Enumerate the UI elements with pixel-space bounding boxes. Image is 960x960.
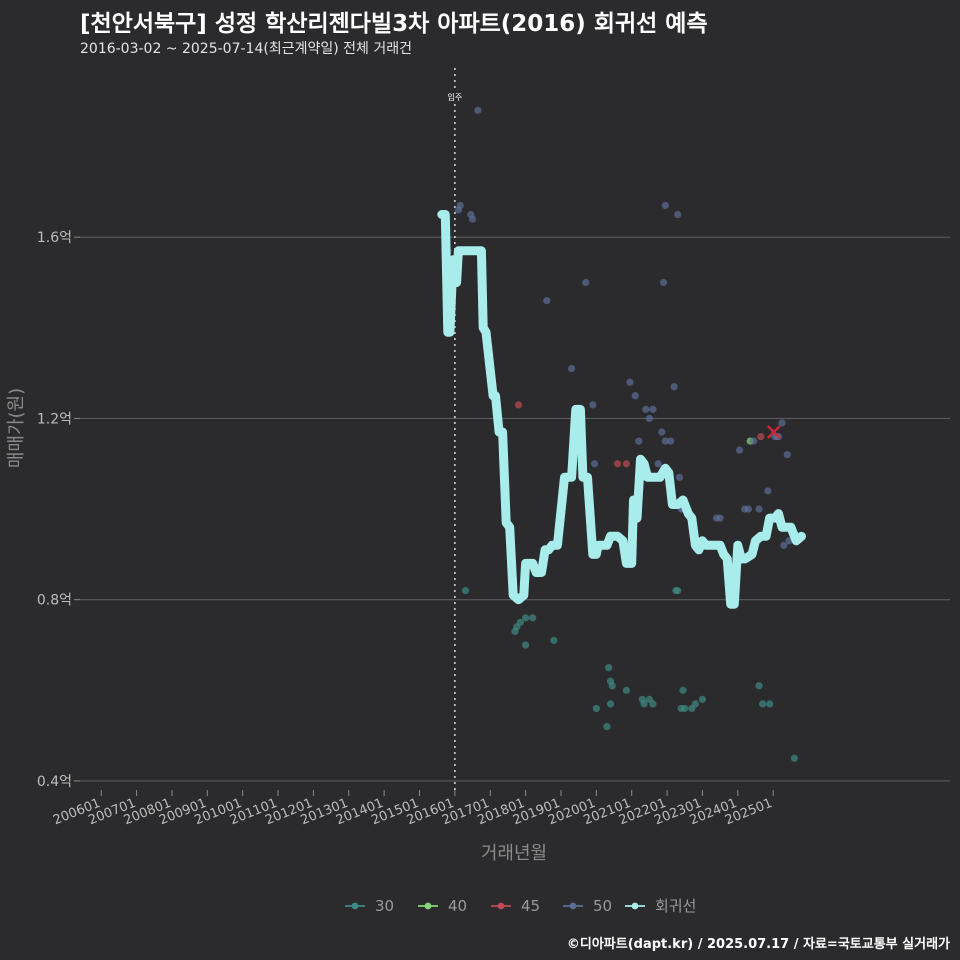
scatter-point-50 <box>735 446 744 454</box>
scatter-point-50 <box>783 451 791 459</box>
scatter-point-30 <box>516 618 524 626</box>
scatter-point-50 <box>661 437 669 445</box>
scatter-point-30 <box>522 641 530 649</box>
source-caption: ©디아파트(dapt.kr) / 2025.07.17 / 자료=국토교통부 실… <box>566 937 950 952</box>
scatter-point-50 <box>631 392 639 400</box>
scatter-point-30 <box>608 682 616 690</box>
scatter-point-50 <box>750 437 758 445</box>
scatter-point-30 <box>649 700 657 708</box>
scatter-point-30 <box>592 704 600 713</box>
scatter-point-50 <box>543 297 551 305</box>
y-tick-label: 1.2억 <box>37 411 72 427</box>
scatter-point-50 <box>590 460 599 468</box>
y-tick-label: 0.4억 <box>37 774 72 790</box>
scatter-point-50 <box>661 201 669 210</box>
scatter-point-30 <box>766 700 774 708</box>
y-tick-label: 0.8억 <box>37 593 72 609</box>
y-axis-title: 매매가(원) <box>6 388 27 468</box>
legend-swatch-dot <box>631 902 639 910</box>
scatter-point-30 <box>698 695 707 703</box>
scatter-point-30 <box>603 722 611 731</box>
scatter-point-50 <box>658 428 666 436</box>
scatter-point-50 <box>654 460 662 468</box>
scatter-point-50 <box>582 278 590 287</box>
scatter-point-30 <box>758 700 767 708</box>
gridlines <box>80 236 950 782</box>
scatter-point-45 <box>514 401 523 409</box>
legend: 30 40 45 50 회귀선 <box>345 897 696 915</box>
legend-swatch-dot <box>351 902 359 910</box>
scatter-point-30 <box>674 587 682 595</box>
move-in-marker: 입주 <box>444 68 465 790</box>
regression-line <box>437 210 806 609</box>
scatter-point-50 <box>456 201 464 210</box>
scatter-point-50 <box>716 514 724 522</box>
latest-deal-marker <box>767 425 781 439</box>
scatter-point-30 <box>605 664 613 672</box>
legend-swatch-dot <box>497 902 505 910</box>
legend-label: 50 <box>593 897 612 915</box>
scatter-point-30 <box>522 614 530 622</box>
scatter-point-30 <box>755 682 763 690</box>
scatter-point-50 <box>474 106 482 114</box>
legend-label: 45 <box>521 897 540 915</box>
scatter-point-50 <box>645 414 653 423</box>
scatter-point-30 <box>606 700 615 708</box>
scatter-point-50 <box>778 419 786 427</box>
legend-label: 40 <box>448 897 467 915</box>
y-tick-label: 1.6억 <box>37 230 72 246</box>
scatter-point-50 <box>626 378 634 386</box>
move-in-label-bg <box>444 91 465 103</box>
scatter-point-50 <box>780 541 788 549</box>
scatter-point-45 <box>613 460 622 468</box>
scatter-point-30 <box>679 686 687 694</box>
scatter-point-50 <box>659 278 668 287</box>
scatter-point-50 <box>642 405 650 413</box>
scatter-point-50 <box>764 487 772 495</box>
scatter-point-50 <box>567 364 576 373</box>
x-axis-title: 거래년월 <box>481 843 547 864</box>
scatter-point-45 <box>757 432 765 441</box>
x-axis: 2006012007012008012009012010012011012012… <box>51 790 775 828</box>
scatter-point-30 <box>550 636 558 645</box>
legend-swatch-dot <box>424 902 432 910</box>
scatter-point-50 <box>675 473 684 481</box>
scatter-point-30 <box>790 754 798 762</box>
scatter-point-30 <box>529 614 537 622</box>
chart-subtitle: 2016-03-02 ~ 2025-07-14(최근계약일) 전체 거래건 <box>80 41 412 57</box>
scatter-point-50 <box>670 383 678 391</box>
scatter-point-50 <box>667 437 675 445</box>
scatter-point-50 <box>635 437 643 445</box>
regression-line-layer <box>437 210 806 609</box>
scatter-point-45 <box>622 460 631 468</box>
scatter-point-50 <box>649 405 657 413</box>
scatter-point-30 <box>691 700 699 708</box>
legend-label: 회귀선 <box>655 897 696 915</box>
legend-swatch-dot <box>569 902 577 910</box>
y-axis: 0.4억 0.8억 1.2억 1.6억 <box>37 230 80 790</box>
scatter-point-30 <box>622 686 631 694</box>
scatter-point-30 <box>681 704 689 713</box>
scatter-point-50 <box>744 505 753 513</box>
scatter-point-30 <box>640 700 648 708</box>
legend-label: 30 <box>375 897 394 915</box>
scatter-point-50 <box>468 215 477 223</box>
highlight-layer <box>767 425 781 439</box>
scatter-point-50 <box>755 505 763 513</box>
move-in-label: 입주 <box>448 93 463 102</box>
scatter-point-50 <box>589 401 597 409</box>
scatter-point-50 <box>674 210 682 219</box>
scatter-point-30 <box>461 587 470 595</box>
chart-title: [천안서북구] 성정 학산리젠다빌3차 아파트(2016) 회귀선 예측 <box>80 11 708 37</box>
